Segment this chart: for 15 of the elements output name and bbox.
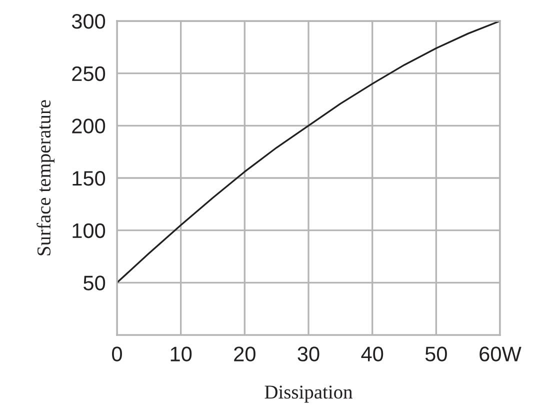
x-tick-label: 40: [361, 346, 384, 362]
y-tick-label: 250: [72, 66, 106, 82]
y-tick-label: 200: [72, 118, 106, 134]
x-axis-title: Dissipation: [264, 386, 352, 403]
x-tick-label: 30: [298, 346, 320, 362]
y-tick-label: 100: [72, 223, 106, 238]
y-axis-title: Surface temperature: [36, 100, 54, 256]
x-tick-label: 60W: [480, 346, 522, 362]
y-tick-label: 150: [72, 171, 106, 186]
y-tick-label: 50: [84, 276, 106, 290]
x-tick-label: 50: [425, 346, 447, 362]
x-tick-label: 10: [170, 346, 192, 362]
x-tick-label: 20: [234, 346, 256, 362]
x-tick-label: 0: [112, 346, 122, 362]
y-tick-label: 300: [72, 14, 106, 29]
